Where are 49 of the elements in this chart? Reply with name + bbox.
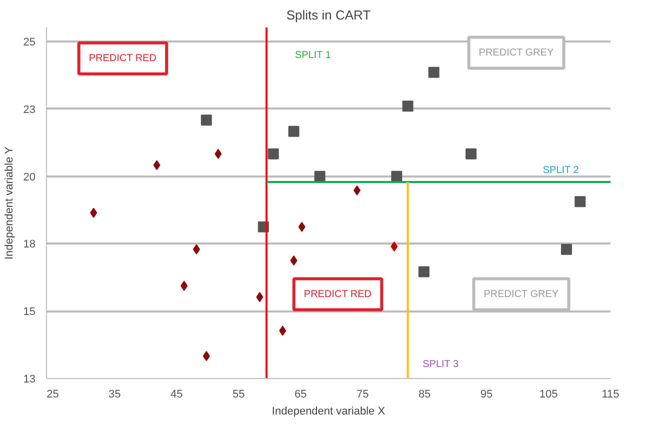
- x-tick-label: 85: [418, 388, 431, 400]
- annotation: PREDICT GREY: [478, 47, 554, 58]
- x-tick-label: 25: [46, 388, 59, 400]
- x-axis-title: Independent variable X: [272, 406, 386, 418]
- annotation: SPLIT 2: [542, 165, 580, 176]
- x-tick-label: 35: [108, 388, 121, 400]
- annotation: PREDICT GREY: [484, 288, 559, 300]
- point: [428, 66, 440, 78]
- point: [298, 222, 306, 232]
- x-tick-label: 95: [480, 388, 493, 400]
- y-tick-label: 20: [23, 171, 36, 184]
- x-tick-label: 105: [539, 388, 558, 400]
- point: [314, 170, 326, 182]
- y-tick-label: 23: [23, 104, 36, 116]
- point: [390, 242, 398, 252]
- x-tick-label: 115: [602, 388, 620, 400]
- annotation: PREDICT RED: [304, 288, 372, 300]
- point: [153, 160, 160, 170]
- point: [256, 292, 264, 302]
- point: [574, 196, 586, 208]
- point: [288, 126, 300, 137]
- annotation: SPLIT 1: [294, 50, 332, 62]
- point: [214, 148, 222, 159]
- y-tick-label: 13: [23, 374, 36, 386]
- point: [354, 185, 361, 196]
- point: [268, 148, 279, 160]
- chart-title: Splits in CART: [286, 8, 371, 22]
- point: [560, 244, 572, 255]
- point: [290, 256, 298, 266]
- x-tick-label: 65: [294, 388, 307, 400]
- x-tick-label: 55: [232, 388, 245, 400]
- y-tick-label: 25: [23, 36, 36, 49]
- point: [90, 208, 98, 218]
- y-axis-title: Independent variable Y: [3, 146, 16, 260]
- y-tick-label: 15: [23, 306, 36, 318]
- point: [402, 100, 414, 112]
- point: [279, 326, 286, 336]
- annotation: SPLIT 3: [422, 358, 459, 370]
- annotation: PREDICT RED: [88, 52, 156, 64]
- x-tick-label: 45: [170, 388, 183, 400]
- point: [200, 114, 212, 126]
- point: [466, 148, 477, 160]
- y-tick-label: 18: [23, 238, 36, 251]
- x-tick-label: 75: [356, 388, 369, 400]
- point: [202, 351, 210, 362]
- point: [180, 280, 188, 291]
- point: [418, 266, 430, 278]
- point: [192, 244, 200, 254]
- point: [391, 170, 402, 182]
